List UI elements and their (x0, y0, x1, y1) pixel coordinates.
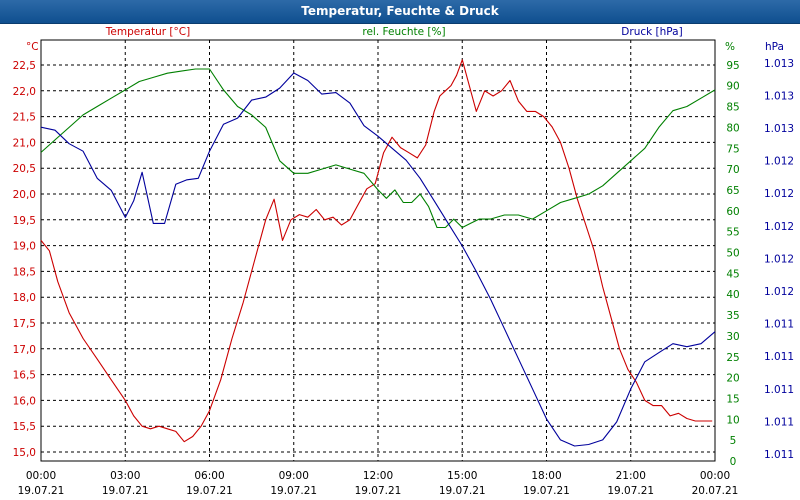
humidity-tick-label: 45 (726, 268, 739, 280)
humidity-tick-label: 25 (726, 352, 739, 364)
temperature-tick-label: 17,0 (13, 344, 36, 356)
pressure-series-line (40, 72, 716, 447)
humidity-tick-label: 65 (726, 185, 739, 197)
pressure-unit: hPa (765, 41, 784, 53)
pressure-tick-label: 1.012 (764, 221, 794, 233)
humidity-tick-label: 80 (726, 122, 739, 134)
temperature-tick-label: 20,0 (13, 189, 36, 201)
x-tick-time: 03:00 (110, 470, 140, 482)
humidity-tick-label: 35 (726, 310, 739, 322)
x-tick-time: 00:00 (700, 470, 730, 482)
pressure-tick-label: 1.013 (764, 58, 794, 70)
x-tick-time: 18:00 (531, 470, 561, 482)
pressure-tick-label: 1.012 (764, 253, 794, 265)
pressure-tick-label: 1.011 (764, 384, 794, 396)
temperature-tick-label: 19,0 (13, 241, 36, 253)
temperature-tick-label: 22,0 (13, 86, 36, 98)
humidity-tick-label: 90 (726, 81, 739, 93)
temperature-tick-label: 19,5 (13, 215, 36, 227)
humidity-tick-label: 95 (726, 60, 739, 72)
humidity-tick-label: 40 (726, 289, 739, 301)
x-tick-time: 21:00 (616, 470, 646, 482)
temperature-tick-label: 17,5 (13, 318, 36, 330)
x-tick-time: 15:00 (447, 470, 477, 482)
x-tick-date: 19.07.21 (18, 485, 65, 497)
chart-canvas: Temperatur [°C] rel. Feuchte [%] Druck [… (13, 26, 794, 497)
x-tick-date: 20.07.21 (692, 485, 739, 497)
x-tick-time: 06:00 (194, 470, 224, 482)
humidity-unit: % (725, 41, 735, 53)
humidity-tick-label: 0 (730, 456, 737, 468)
humidity-tick-label: 70 (726, 164, 739, 176)
pressure-tick-label: 1.012 (764, 188, 794, 200)
temperature-tick-label: 15,5 (13, 421, 36, 433)
plot-frame (40, 39, 716, 462)
pressure-tick-label: 1.012 (764, 156, 794, 168)
pressure-tick-label: 1.011 (764, 416, 794, 428)
temperature-unit: °C (26, 41, 39, 53)
temperature-tick-label: 20,5 (13, 163, 36, 175)
temperature-tick-label: 16,0 (13, 395, 36, 407)
x-tick-time: 09:00 (279, 470, 309, 482)
x-tick-date: 19.07.21 (523, 485, 570, 497)
humidity-axis-label: rel. Feuchte [%] (362, 26, 445, 38)
humidity-tick-label: 5 (730, 435, 737, 447)
chart-grid (41, 40, 715, 461)
humidity-tick-label: 75 (726, 143, 739, 155)
humidity-tick-label: 55 (726, 227, 739, 239)
humidity-tick-label: 50 (726, 248, 739, 260)
temperature-tick-label: 16,5 (13, 370, 36, 382)
pressure-tick-label: 1.011 (764, 351, 794, 363)
pressure-tick-label: 1.012 (764, 286, 794, 298)
pressure-tick-label: 1.011 (764, 449, 794, 461)
humidity-tick-label: 60 (726, 206, 739, 218)
x-tick-date: 19.07.21 (102, 485, 149, 497)
temperature-tick-label: 18,0 (13, 292, 36, 304)
humidity-tick-label: 10 (726, 414, 739, 426)
temperature-axis-label: Temperatur [°C] (105, 26, 190, 38)
temperature-tick-label: 22,5 (13, 60, 36, 72)
temperature-tick-label: 21,5 (13, 112, 36, 124)
humidity-tick-label: 85 (726, 102, 739, 114)
pressure-axis-label: Druck [hPa] (621, 26, 682, 38)
x-tick-time: 12:00 (363, 470, 393, 482)
temperature-tick-label: 15,0 (13, 447, 36, 459)
window-titlebar: Temperatur, Feuchte & Druck (0, 0, 800, 24)
humidity-tick-label: 15 (726, 393, 739, 405)
x-tick-date: 19.07.21 (439, 485, 486, 497)
humidity-series-line (40, 68, 716, 229)
x-tick-time: 00:00 (26, 470, 56, 482)
temperature-tick-label: 21,0 (13, 137, 36, 149)
x-tick-date: 19.07.21 (186, 485, 233, 497)
pressure-tick-label: 1.013 (764, 90, 794, 102)
humidity-tick-label: 30 (726, 331, 739, 343)
pressure-tick-label: 1.013 (764, 123, 794, 135)
x-tick-date: 19.07.21 (607, 485, 654, 497)
pressure-tick-label: 1.011 (764, 319, 794, 331)
window-title: Temperatur, Feuchte & Druck (301, 4, 499, 18)
humidity-tick-label: 20 (726, 373, 739, 385)
x-tick-date: 19.07.21 (270, 485, 317, 497)
temperature-series-line (40, 59, 713, 443)
x-tick-date: 19.07.21 (355, 485, 402, 497)
temperature-tick-label: 18,5 (13, 266, 36, 278)
